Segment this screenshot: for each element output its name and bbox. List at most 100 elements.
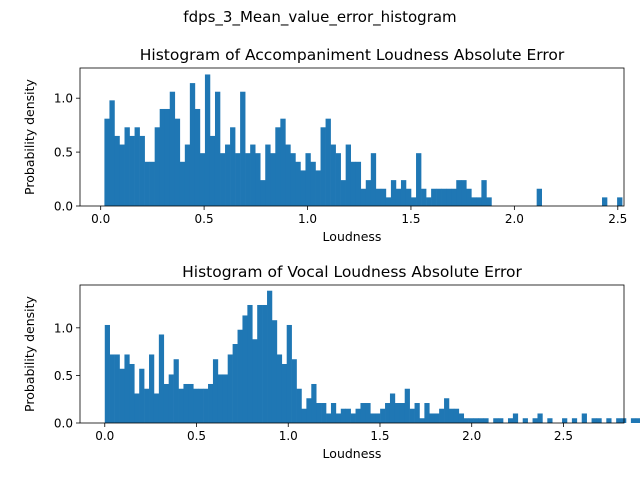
histogram-bar-top (129, 135, 135, 206)
histogram-bar-top (476, 197, 482, 206)
histogram-bar-top (280, 118, 286, 206)
y-tick-label-bottom: 0.5 (54, 369, 73, 383)
histogram-bar-top (214, 91, 221, 206)
histogram-bar-bottom (158, 334, 165, 423)
histogram-bar-bottom (458, 413, 465, 423)
histogram-bar-top (486, 197, 492, 206)
histogram-bar-top (199, 153, 206, 206)
histogram-bar-top (275, 127, 281, 206)
histogram-bar-bottom (409, 408, 415, 423)
histogram-bar-bottom (114, 354, 120, 423)
histogram-bar-top (340, 180, 346, 206)
histogram-bar-bottom (139, 368, 145, 423)
histogram-bar-bottom (291, 359, 297, 423)
histogram-bar-top (536, 188, 542, 206)
histogram-bar-top (617, 197, 623, 206)
histogram-bar-bottom (193, 388, 199, 423)
histogram-bar-bottom (399, 403, 406, 423)
histogram-bar-bottom (380, 408, 386, 423)
x-tick-label-top: 0.0 (91, 212, 110, 226)
histogram-bar-bottom (507, 418, 514, 423)
histogram-bar-bottom (355, 408, 361, 423)
histogram-bar-bottom (134, 393, 140, 423)
histogram-bar-top (159, 108, 166, 206)
histogram-bar-bottom (321, 403, 327, 423)
x-axis-label-top: Loudness (323, 229, 382, 244)
histogram-bar-bottom (571, 418, 578, 423)
histogram-bar-bottom (419, 418, 425, 423)
histogram-bar-bottom (365, 403, 371, 423)
histogram-bar-bottom (444, 398, 450, 423)
histogram-bar-top (325, 118, 331, 206)
histogram-bar-bottom (232, 344, 238, 423)
histogram-bar-bottom (522, 418, 528, 423)
y-tick-label-bottom: 0.0 (54, 417, 73, 431)
histogram-bar-top (390, 180, 397, 206)
x-tick-label-bottom: 1.0 (279, 429, 298, 443)
histogram-bar-bottom (360, 403, 366, 423)
histogram-bar-top (466, 188, 472, 206)
x-tick-label-bottom: 0.5 (187, 429, 206, 443)
histogram-bar-bottom (276, 354, 283, 423)
histogram-bar-bottom (562, 418, 568, 423)
y-tick-label-top: 0.5 (54, 146, 73, 160)
histogram-bar-top (315, 170, 321, 206)
histogram-bar-top (270, 153, 276, 206)
x-tick-label-top: 2.0 (505, 212, 524, 226)
figure-suptitle: fdps_3_Mean_value_error_histogram (183, 8, 457, 26)
histogram-bar-top (154, 127, 160, 206)
axes-frame-bottom (79, 284, 625, 424)
histogram-bar-bottom (537, 413, 543, 423)
histogram-bar-top (104, 118, 110, 206)
histogram-bar-top (350, 161, 357, 206)
histogram-bar-top (184, 144, 191, 206)
histogram-bar-bottom (394, 403, 401, 423)
histogram-bar-bottom (178, 388, 184, 423)
x-tick-label-top: 2.5 (608, 212, 627, 226)
histogram-bar-top (265, 144, 271, 206)
histogram-bar-bottom (237, 329, 243, 423)
histogram-bar-bottom (630, 418, 637, 423)
histogram-bar-bottom (635, 418, 640, 423)
histogram-bar-bottom (581, 413, 587, 423)
histogram-bar-bottom (375, 413, 381, 423)
histogram-bar-bottom (183, 383, 189, 423)
histogram-bar-top (285, 144, 291, 206)
y-tick-label-top: 0.0 (54, 200, 73, 214)
histogram-bar-bottom (227, 354, 233, 423)
histogram-bar-top (400, 180, 407, 206)
chart-title-bottom: Histogram of Vocal Loudness Absolute Err… (182, 263, 522, 281)
histogram-bar-bottom (124, 354, 130, 423)
histogram-bar-top (375, 188, 382, 206)
y-axis-label-top: Probability density (22, 78, 37, 194)
histogram-bar-bottom (596, 418, 602, 423)
x-axis-label-bottom: Loudness (323, 446, 382, 461)
histogram-bar-bottom (463, 418, 469, 423)
histogram-bar-bottom (104, 324, 110, 423)
histogram-bar-bottom (512, 413, 519, 423)
histogram-bar-bottom (414, 403, 420, 423)
histogram-bar-bottom (429, 413, 435, 423)
histogram-bar-top (421, 188, 427, 206)
histogram-bar-top (260, 180, 266, 206)
histogram-bar-bottom (301, 408, 307, 423)
histogram-bar-bottom (547, 418, 553, 423)
histogram-bar-top (481, 180, 487, 206)
histogram-bar-top (169, 91, 176, 206)
histogram-bar-bottom (163, 383, 169, 423)
x-tick-label-bottom: 2.5 (554, 429, 573, 443)
histogram-bar-top (345, 144, 351, 206)
histogram-bar-bottom (267, 290, 273, 423)
histogram-bar-top (114, 135, 120, 206)
histogram-bar-top (416, 153, 422, 206)
histogram-bar-bottom (222, 374, 228, 423)
histogram-bar-top (295, 161, 301, 206)
histogram-bar-top (411, 197, 417, 206)
histogram-bar-bottom (591, 418, 597, 423)
histogram-bar-top (405, 188, 412, 206)
histogram-bar-top (290, 153, 296, 206)
histogram-bar-top (189, 83, 196, 206)
histogram-bar-bottom (247, 304, 253, 423)
x-tick-label-bottom: 0.0 (95, 429, 114, 443)
histogram-bar-top (471, 197, 477, 206)
